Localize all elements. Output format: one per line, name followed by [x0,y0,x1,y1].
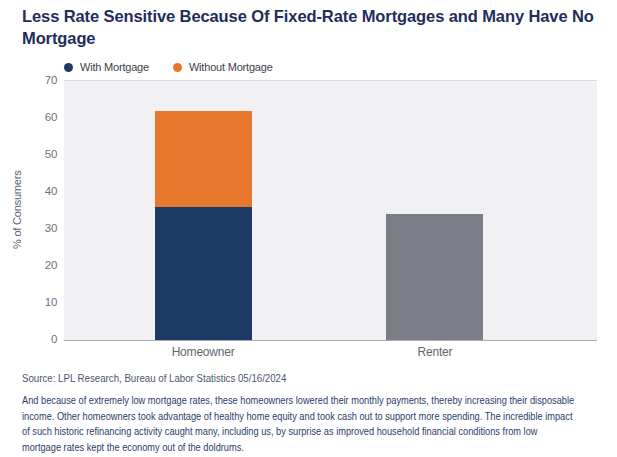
legend-item-with-mortgage: With Mortgage [64,61,149,73]
legend-dot-icon [64,63,73,72]
legend-label: With Mortgage [80,61,149,73]
y-tick-label: 70 [45,73,57,87]
y-tick-label: 0 [51,332,57,346]
source-note: Source: LPL Research, Bureau of Labor St… [22,372,286,384]
y-tick-label: 40 [45,184,57,198]
bar-without-mortgage [155,111,252,207]
x-axis-label: Renter [418,345,453,359]
legend-item-without-mortgage: Without Mortgage [173,61,273,73]
x-axis-label: Homeowner [172,345,235,359]
chart-legend: With Mortgage Without Mortgage [64,61,273,73]
y-tick-label: 20 [45,258,57,272]
y-tick-label: 50 [45,147,57,161]
commentary-text: And because of extremely low mortgage ra… [22,393,578,455]
bar-renter [386,214,483,340]
y-tick-label: 60 [45,110,57,124]
page-title: Less Rate Sensitive Because Of Fixed-Rat… [22,5,597,49]
y-tick-label: 10 [45,295,57,309]
bar-with-mortgage [155,207,252,340]
y-tick-label: 30 [45,221,57,235]
x-axis: Homeowner Renter [64,345,597,359]
y-axis: 010203040506070 [0,80,57,339]
report-page: Less Rate Sensitive Because Of Fixed-Rat… [0,0,617,457]
legend-label: Without Mortgage [189,61,273,73]
legend-dot-icon [173,63,182,72]
plot-area [64,80,597,341]
